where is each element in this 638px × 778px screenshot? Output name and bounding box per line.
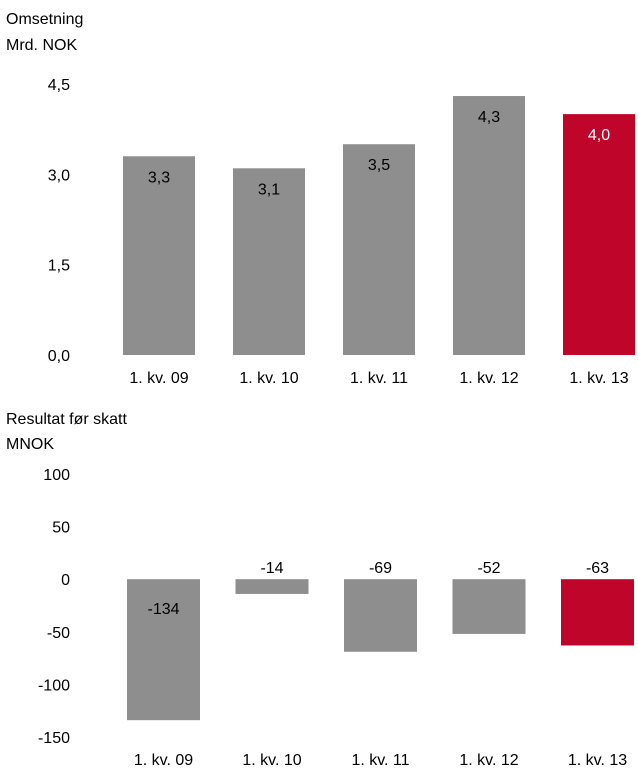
top-chart-unit: Mrd. NOK (6, 37, 77, 54)
bottom-ytick-label: 100 (43, 467, 70, 484)
top-ytick-label: 3,0 (48, 167, 70, 184)
bottom-value-label: -14 (260, 560, 283, 577)
bottom-chart: 100 50 0 -50 -100 -150 -134 1. kv. 09 -14 1. kv. … (38, 467, 634, 769)
top-ytick-label: 0,0 (48, 348, 70, 365)
top-bar (453, 96, 525, 356)
bottom-category-label: 1. kv. 12 (459, 752, 518, 769)
top-category-label: 1. kv. 10 (239, 370, 298, 387)
bottom-bar (452, 579, 526, 634)
bottom-category-label: 1. kv. 09 (134, 752, 193, 769)
top-category-label: 1. kv. 11 (350, 370, 408, 387)
top-value-label: 4,3 (478, 109, 500, 126)
top-ytick-label: 1,5 (48, 258, 70, 275)
top-category-label: 1. kv. 13 (569, 370, 628, 387)
bottom-bar (344, 579, 417, 652)
bottom-ytick-label: 50 (52, 520, 70, 537)
top-bar (563, 114, 635, 355)
top-bar (343, 144, 415, 355)
bottom-value-label: -134 (147, 601, 179, 618)
bottom-value-label: -52 (477, 560, 500, 577)
bottom-value-label: -63 (586, 560, 609, 577)
top-bar (123, 156, 195, 355)
top-chart-title: Omsetning (6, 11, 83, 28)
bottom-ytick-label: -150 (38, 730, 70, 747)
bottom-value-label: -69 (369, 560, 392, 577)
bottom-bar (127, 579, 200, 721)
top-value-label: 4,0 (588, 127, 610, 144)
bottom-ytick-label: -50 (47, 625, 70, 642)
bottom-bar (561, 579, 634, 646)
bottom-chart-unit: MNOK (6, 436, 54, 453)
bottom-chart-title: Resultat før skatt (6, 411, 127, 428)
bottom-category-label: 1. kv. 13 (568, 752, 627, 769)
top-value-label: 3,1 (258, 181, 280, 198)
top-value-label: 3,5 (368, 157, 390, 174)
top-ytick-label: 4,5 (48, 77, 70, 94)
bottom-ytick-label: 0 (61, 572, 70, 589)
bottom-category-label: 1. kv. 11 (351, 752, 409, 769)
top-category-label: 1. kv. 12 (459, 370, 518, 387)
top-chart: 0,0 1,5 3,0 4,5 3,3 1. kv. 09 3,1 1. kv. 10 3,5 1… (48, 77, 635, 387)
bottom-category-label: 1. kv. 10 (242, 752, 301, 769)
top-value-label: 3,3 (148, 169, 170, 186)
top-category-label: 1. kv. 09 (129, 370, 188, 387)
bottom-bar (235, 579, 309, 594)
bottom-ytick-label: -100 (38, 677, 70, 694)
top-bar (233, 168, 305, 355)
